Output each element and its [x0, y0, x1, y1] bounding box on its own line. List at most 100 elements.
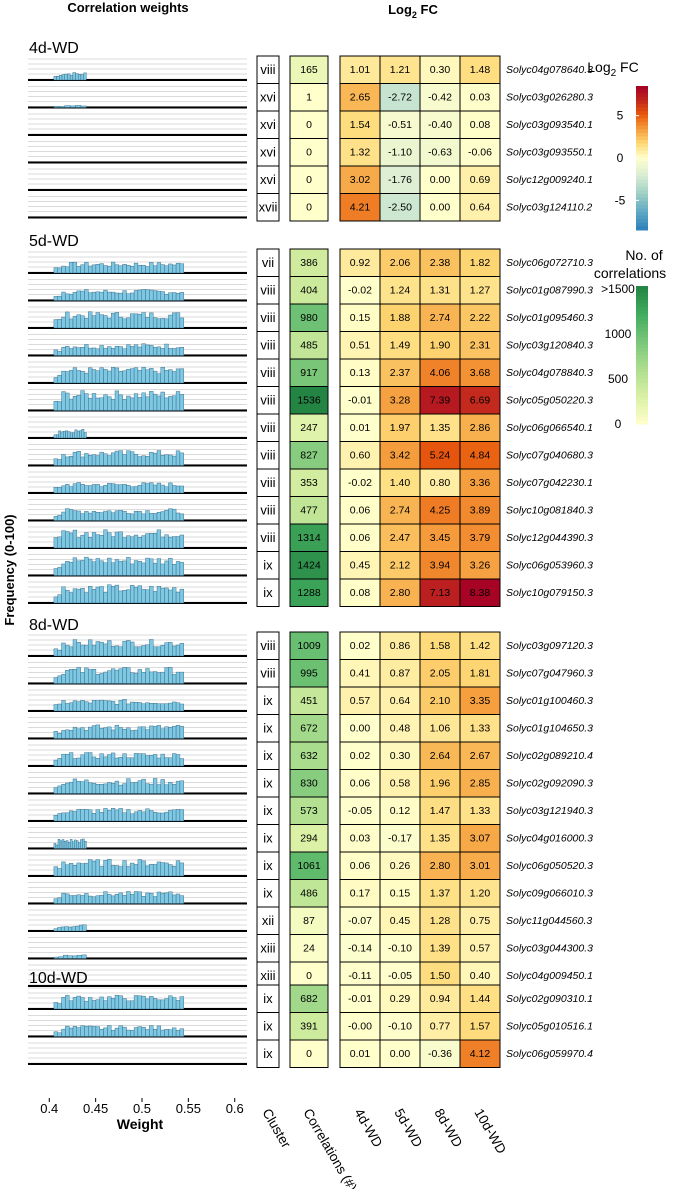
histogram-bar	[72, 726, 78, 739]
correlation-value: 1009	[297, 640, 321, 652]
fc-value: 0.17	[350, 888, 371, 900]
histogram-bar	[175, 893, 181, 904]
fc-value: 0.15	[350, 312, 371, 324]
legend-gradient-step	[636, 161, 648, 166]
histogram-bar	[168, 508, 173, 521]
histogram-bar	[168, 782, 173, 794]
fc-value: 1.27	[470, 285, 491, 297]
histogram-bar	[175, 391, 181, 411]
correlation-cell	[289, 496, 329, 525]
correlation-value: 672	[300, 723, 318, 735]
fc-value: 0.86	[390, 640, 411, 652]
histogram-bar	[152, 896, 158, 904]
histogram-panel	[28, 113, 247, 136]
histogram-panel	[28, 306, 247, 329]
gene-label: Solyc04g016000.3	[506, 833, 593, 845]
gene-label: Solyc10g079150.3	[506, 587, 593, 599]
fc-cell	[459, 824, 501, 853]
histogram-bar	[133, 393, 139, 411]
histogram-bar	[80, 456, 85, 466]
cluster-label: viii	[260, 475, 275, 490]
fc-value: 1.96	[430, 778, 451, 790]
legend-gradient-step	[636, 327, 648, 332]
histogram-bar	[61, 74, 65, 81]
fc-cell	[419, 138, 461, 167]
histogram-bar	[114, 531, 120, 549]
table-row: xvi 0 3.02 -1.76 0.00 0.69 Solyc12g009240.1	[28, 165, 593, 194]
histogram-panel	[28, 744, 247, 767]
histogram-bar	[133, 702, 139, 712]
histogram-bar	[141, 860, 146, 877]
histogram-bar	[149, 996, 154, 1010]
histogram-bar	[59, 75, 63, 81]
histogram-bar	[110, 261, 116, 274]
histogram-bar	[122, 1026, 127, 1037]
histogram-bar	[172, 292, 177, 301]
fc-cell	[379, 358, 421, 387]
fc-value: 1.24	[390, 285, 411, 297]
correlation-value: 0	[306, 1048, 312, 1060]
cluster-label: xiii	[260, 968, 275, 983]
histogram-bar	[84, 532, 89, 549]
histogram-bar	[152, 811, 158, 822]
cluster-label: viii	[260, 62, 275, 77]
histogram-bar	[103, 643, 108, 657]
legend-gradient-step	[636, 204, 648, 209]
histogram-bar	[168, 757, 173, 767]
table-row: viii 1009 0.02 0.86 1.58 1.42 Solyc03g097120.3	[28, 631, 593, 660]
histogram-bar	[103, 727, 108, 739]
histogram-bar	[126, 395, 131, 411]
histogram-bar	[57, 649, 62, 657]
histogram-bar	[91, 644, 97, 657]
fc-value: 0.08	[350, 587, 371, 599]
histogram-bar	[145, 396, 150, 411]
histogram-bar	[81, 954, 87, 959]
histogram-bar	[164, 892, 169, 904]
histogram-bar	[61, 391, 66, 411]
fc-value: 0.03	[470, 92, 491, 104]
legend-tick-label: 0	[617, 151, 624, 165]
histogram-bar	[122, 511, 127, 521]
histogram-bar	[137, 702, 142, 712]
fc-cell	[339, 906, 381, 935]
histogram-bar	[53, 377, 58, 384]
histogram-bar	[58, 956, 64, 959]
fc-value: 0.57	[350, 695, 371, 707]
group-8d-wd: 8d-WD viii 1009 0.02 0.86 1.58 1.42 Solyc03g097…	[28, 617, 593, 990]
histogram-bar	[95, 558, 100, 576]
fc-value: 1.01	[350, 64, 371, 76]
table-row: viii 353 -0.02 1.40 0.80 3.36 Solyc07g042230.1	[28, 468, 593, 497]
fc-value: -0.51	[388, 119, 412, 131]
histogram-bar	[179, 562, 184, 576]
legend-gradient-step	[636, 150, 648, 155]
histogram-bar	[110, 729, 116, 739]
histogram-bar	[152, 347, 158, 356]
histogram-bar	[53, 349, 58, 356]
histogram-bar	[103, 1027, 108, 1037]
histogram-bar	[64, 926, 69, 932]
histogram-bar	[88, 782, 93, 794]
histogram-bar	[164, 784, 169, 794]
histogram-bar	[76, 588, 81, 604]
table-row: viii 995 0.41 0.87 2.05 1.81 Solyc07g047960.3	[28, 659, 593, 688]
histogram-bar	[57, 758, 62, 767]
legend-gradient-step	[636, 226, 648, 231]
histogram-bar	[160, 536, 165, 549]
fc-cell	[379, 165, 421, 194]
gene-label: Solyc05g050220.3	[506, 395, 593, 407]
histogram-bar	[114, 780, 120, 794]
cluster-label: ix	[263, 776, 273, 791]
histogram-bar	[164, 642, 169, 657]
legend-gradient-step	[636, 317, 648, 321]
fc-value: 1.37	[430, 888, 451, 900]
histogram-bar	[145, 510, 150, 521]
histogram-bar	[103, 562, 108, 576]
histogram-bar	[160, 862, 165, 877]
table-row: ix 632 0.02 0.30 2.64 2.67 Solyc02g089210.4	[28, 741, 593, 770]
histogram-bar	[149, 482, 154, 494]
fc-value: 3.36	[470, 477, 491, 489]
fc-value: 0.08	[470, 119, 491, 131]
histogram-bar	[130, 641, 135, 657]
histogram-bar	[126, 344, 131, 356]
cluster-label: xvi	[260, 172, 276, 187]
